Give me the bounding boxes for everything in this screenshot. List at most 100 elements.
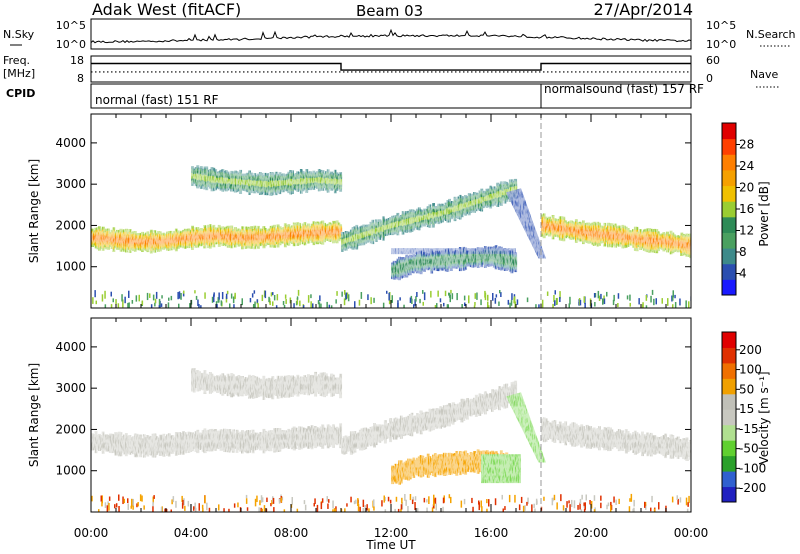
scatter-point bbox=[536, 500, 538, 505]
scatter-point bbox=[256, 495, 258, 503]
scatter-point bbox=[579, 502, 581, 510]
scatter-point bbox=[353, 500, 356, 505]
scatter-point bbox=[269, 300, 271, 306]
scatter-point bbox=[399, 297, 401, 301]
scatter-point bbox=[118, 506, 120, 512]
scatter-point bbox=[554, 300, 556, 306]
scatter-point bbox=[181, 495, 183, 503]
scatter-point bbox=[136, 503, 138, 508]
scatter-point bbox=[285, 299, 287, 304]
scatter-point bbox=[617, 293, 620, 299]
scatter-point bbox=[411, 499, 414, 505]
scatter-point bbox=[486, 508, 488, 512]
scatter-point bbox=[522, 505, 525, 512]
scatter-point bbox=[223, 508, 225, 512]
scatter-point bbox=[357, 498, 359, 506]
scatter-point bbox=[476, 292, 478, 300]
scatter-point bbox=[651, 495, 653, 503]
scatter-point bbox=[431, 507, 434, 512]
scatter-point bbox=[114, 504, 116, 509]
scatter-point bbox=[688, 301, 690, 308]
scatter-point bbox=[442, 506, 444, 512]
scatter-point bbox=[278, 498, 281, 504]
station-title: Adak West (fitACF) bbox=[92, 0, 241, 19]
scatter-point bbox=[448, 494, 451, 499]
scatter-point bbox=[183, 498, 185, 506]
time-tick-label: 12:00 bbox=[374, 526, 409, 540]
freq-panel-frame bbox=[90, 55, 692, 83]
velocity-x-axis bbox=[90, 318, 692, 512]
scatter-point bbox=[92, 297, 94, 304]
scatter-point bbox=[304, 504, 307, 511]
scatter-point bbox=[273, 507, 275, 512]
scatter-point bbox=[225, 296, 228, 303]
scatter-point bbox=[580, 509, 583, 512]
scatter-point bbox=[456, 293, 458, 301]
scatter-point bbox=[600, 293, 602, 300]
scatter-point bbox=[602, 298, 604, 305]
scatter-point bbox=[233, 304, 235, 308]
scatter-point bbox=[152, 501, 154, 507]
scatter-point bbox=[597, 290, 600, 299]
scatter-point bbox=[508, 494, 511, 503]
scatter-point bbox=[589, 500, 591, 505]
scatter-point bbox=[388, 298, 391, 305]
scatter-point bbox=[202, 508, 204, 512]
scatter-point bbox=[149, 293, 151, 298]
scatter-point bbox=[316, 504, 319, 512]
scatter-point bbox=[667, 298, 669, 306]
scatter-point bbox=[451, 293, 454, 300]
scatter-point bbox=[685, 497, 688, 506]
scatter-point bbox=[251, 293, 254, 298]
scatter-point bbox=[552, 303, 554, 308]
scatter-point bbox=[444, 290, 447, 297]
scatter-point bbox=[261, 497, 264, 503]
noise-panel-frame bbox=[90, 18, 692, 50]
scatter-point bbox=[531, 504, 533, 512]
scatter-point bbox=[464, 302, 466, 307]
velocity-panel: 1000 2000 3000 4000 Slant Range [km] bbox=[27, 317, 692, 513]
scatter-point bbox=[167, 302, 170, 308]
scatter-point bbox=[615, 499, 617, 505]
scatter-point bbox=[362, 508, 364, 512]
scatter-point bbox=[364, 505, 366, 512]
scatter-point bbox=[194, 502, 196, 510]
scatter-point bbox=[484, 290, 486, 298]
scatter-point bbox=[488, 499, 490, 507]
scatter-point bbox=[335, 299, 337, 304]
scatter-point bbox=[333, 508, 336, 512]
scatter-point bbox=[101, 501, 103, 507]
scatter-point bbox=[280, 497, 283, 503]
scatter-point bbox=[527, 497, 529, 504]
scatter-point bbox=[260, 495, 263, 503]
freq-right-tick-bottom: 0 bbox=[706, 72, 713, 85]
scatter-point bbox=[413, 304, 415, 308]
colorbar-tick-label: 15 bbox=[739, 402, 754, 416]
colorbar-tick-label: 24 bbox=[739, 159, 754, 173]
scatter-point bbox=[450, 289, 452, 294]
scatter-point bbox=[629, 294, 631, 301]
y-tick-label: 2000 bbox=[55, 218, 86, 232]
scatter-point bbox=[644, 502, 647, 506]
colorbar-tick-label: 4 bbox=[739, 267, 747, 281]
scatter-point bbox=[436, 303, 438, 308]
scatter-point bbox=[154, 302, 156, 307]
time-tick-label: 20:00 bbox=[574, 526, 609, 540]
scatter-point bbox=[384, 509, 387, 512]
scatter-point bbox=[131, 300, 134, 304]
scatter-point bbox=[253, 290, 256, 294]
scatter-point bbox=[155, 291, 158, 299]
colorbar-tick-label: 8 bbox=[739, 245, 747, 259]
scatter-point bbox=[104, 502, 107, 508]
nave-label: Nave bbox=[750, 68, 778, 81]
scatter-point bbox=[320, 502, 323, 510]
scatter-point bbox=[653, 508, 656, 512]
scatter-point bbox=[437, 290, 439, 297]
scatter-point bbox=[569, 504, 571, 512]
scatter-point bbox=[510, 300, 513, 306]
scatter-point bbox=[263, 505, 266, 512]
scatter-point bbox=[671, 496, 674, 503]
scatter-point bbox=[403, 304, 405, 308]
scatter-point bbox=[229, 303, 231, 308]
scatter-point bbox=[381, 500, 383, 507]
